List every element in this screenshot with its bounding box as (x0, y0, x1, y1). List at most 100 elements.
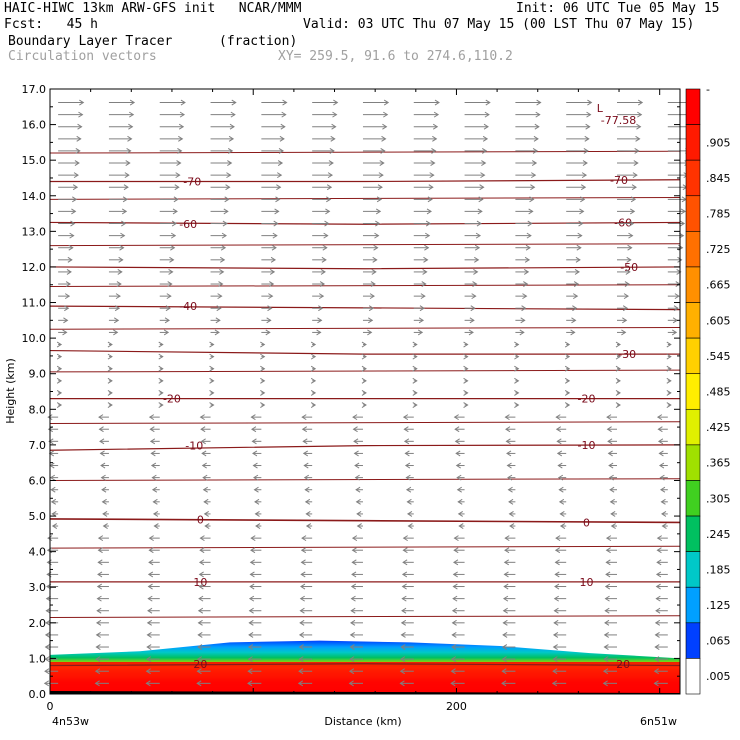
vector-head (585, 123, 591, 130)
vector-head (300, 583, 306, 590)
vector-head (280, 123, 286, 130)
cross-section-endpoints: XY= 259.5, 91.6 to 274.6,110.2 (278, 49, 513, 64)
vector-head (349, 656, 355, 663)
vector-head (97, 559, 103, 566)
y-tick-label: 4.0 (29, 546, 47, 559)
vector-head (603, 644, 609, 650)
vector-head (463, 365, 469, 372)
vector-head (428, 184, 434, 191)
vector-head (199, 547, 205, 554)
vector-head (485, 99, 491, 106)
vector-head (356, 523, 362, 529)
vector-head (300, 547, 307, 554)
y-tick-label: 9.0 (29, 368, 47, 381)
isotherm--10 (49, 444, 681, 451)
colorbar-swatch (685, 266, 701, 303)
contour-line (49, 545, 681, 549)
vector-head (44, 644, 50, 650)
vector-head (480, 172, 486, 179)
vector-head (509, 523, 515, 529)
vector-head (653, 668, 659, 675)
init-time: Init: 06 UTC Tue 05 May 15 (516, 1, 720, 16)
vector-head (94, 668, 101, 675)
vector-head (429, 172, 435, 179)
vector-head (381, 135, 387, 142)
vector-head (146, 644, 152, 650)
vector-head (451, 607, 458, 614)
vector-head (73, 172, 79, 179)
vector-head (553, 619, 559, 626)
vector-head (576, 244, 582, 251)
vector-head (375, 220, 381, 227)
vector-head (361, 402, 367, 408)
colorbar-label: .425 (706, 421, 731, 434)
vector-head (470, 305, 476, 312)
vector-head (452, 559, 459, 566)
vector-head (377, 184, 383, 191)
vector-head (282, 99, 288, 106)
vector-head (310, 353, 317, 360)
vector-head (558, 498, 565, 505)
vector-head (505, 426, 511, 433)
vector-head (534, 123, 540, 130)
vector-head (655, 607, 661, 614)
vector-head (298, 656, 304, 663)
vector-head (457, 498, 463, 505)
colorbar-label: .065 (706, 635, 731, 648)
contour-line (49, 284, 681, 288)
vector-head (310, 377, 317, 384)
vector-head (406, 498, 412, 505)
vector-head (248, 632, 254, 638)
vector-head (202, 474, 208, 481)
vector-head (554, 571, 560, 578)
vector-head (479, 184, 485, 191)
vector-head (214, 329, 220, 336)
vector-label: Circulation vectors (8, 49, 157, 64)
vector-head (473, 269, 479, 275)
vector-head (44, 668, 50, 675)
vector-head (405, 474, 411, 481)
vector-head (251, 426, 257, 433)
vector-head (457, 511, 464, 517)
x-tick-label: 0 (47, 700, 54, 713)
vector-head (351, 535, 358, 542)
vector-head (674, 293, 680, 300)
vector-head (158, 341, 164, 348)
vector-head (44, 632, 51, 638)
colorbar-label: .245 (706, 528, 731, 541)
vector-head (412, 365, 418, 372)
vector-head (502, 619, 508, 626)
vector-head (661, 511, 667, 517)
colorbar-swatch (685, 124, 701, 161)
vector-head (605, 559, 611, 566)
colorbar-swatch (685, 337, 701, 375)
vector-head (655, 571, 662, 578)
vector-head (149, 438, 156, 445)
vector-head (564, 353, 571, 360)
vector-head (608, 474, 614, 481)
vector-head (253, 474, 259, 481)
vector-head (402, 559, 408, 566)
vector-head (679, 232, 685, 239)
vector-head (303, 462, 309, 469)
vector-head (158, 402, 164, 408)
vector-head (405, 486, 412, 493)
vector-head (422, 269, 428, 275)
vector-head (673, 305, 679, 312)
vector-head (310, 341, 317, 348)
vector-head (95, 644, 101, 650)
vector-head (226, 172, 232, 179)
vector-head (453, 535, 459, 542)
y-tick-label: 14.0 (22, 190, 47, 203)
colorbar-swatch (685, 231, 701, 268)
vector-head (301, 426, 308, 433)
vector-head (107, 341, 113, 348)
vector-head (128, 123, 134, 130)
vector-head (172, 208, 178, 215)
vector-head (564, 341, 571, 348)
vector-head (382, 123, 388, 130)
vector-head (666, 390, 672, 396)
vector-head (165, 305, 171, 312)
vector-head (463, 341, 469, 348)
vector-head (269, 269, 276, 275)
